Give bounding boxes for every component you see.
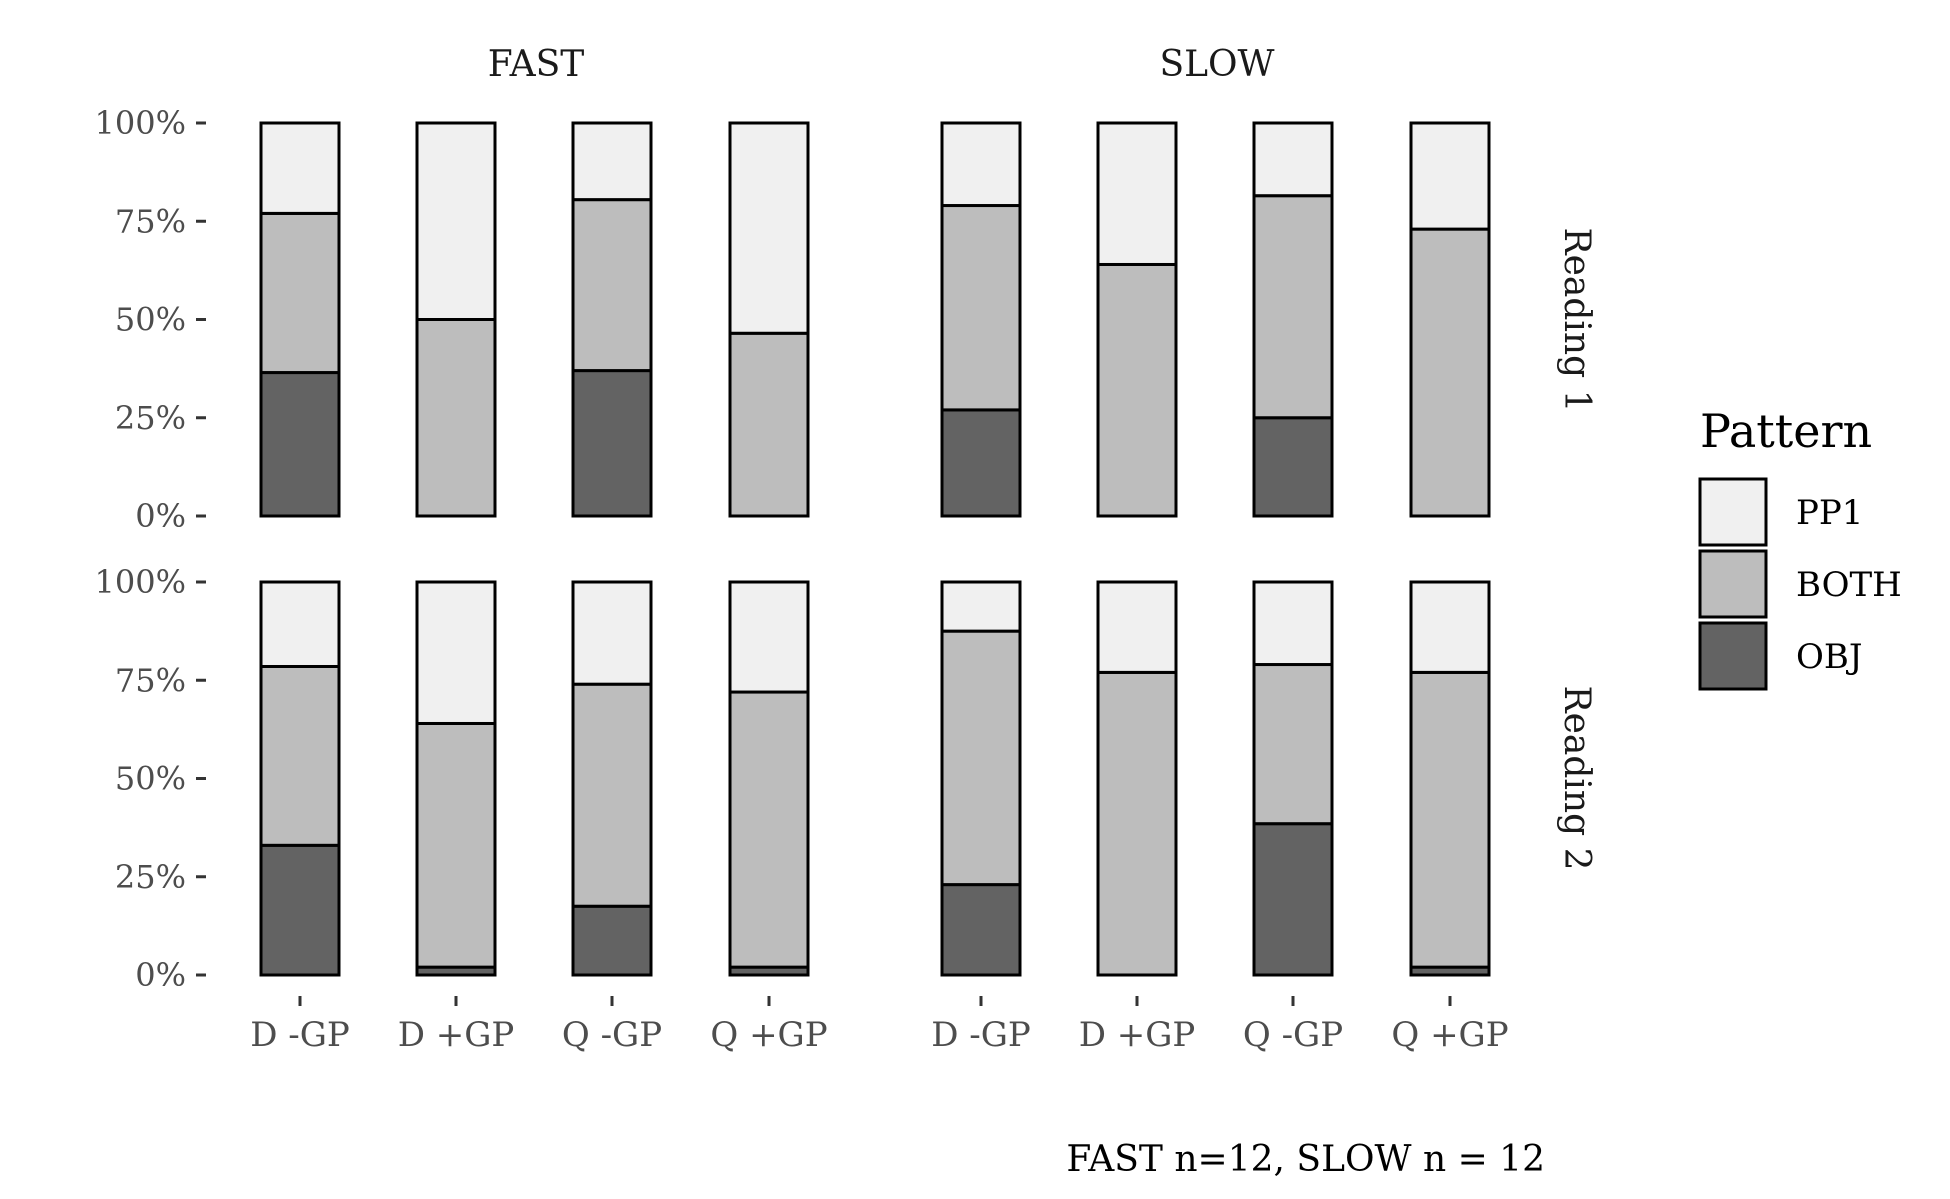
- bar-fast-reading-2-d-gp-both: [415, 721, 497, 969]
- bar-fast-reading-1-q-gp-obj: [571, 369, 653, 518]
- legend-key-both: [1698, 549, 1768, 619]
- bar-fast-reading-2-q-gp-pp1: [571, 580, 653, 686]
- bar-slow-reading-1-d-gp-pp1: [940, 121, 1022, 208]
- bar-slow-reading-2-q-gp-pp1: [1409, 580, 1491, 674]
- bar-fast-reading-1-q-gp-pp1: [728, 121, 810, 335]
- bar-fast-reading-2-q-gp-both: [728, 690, 810, 969]
- y-tick-label: 75%: [115, 202, 186, 240]
- x-tick-label: Q -GP: [562, 1015, 662, 1055]
- chart-caption: FAST n=12, SLOW n = 12: [1066, 1139, 1545, 1180]
- y-tick-label: 75%: [115, 661, 186, 699]
- bar-fast-reading-2-q-gp-both: [571, 682, 653, 908]
- bar-fast-reading-1-d-gp-both: [415, 318, 497, 518]
- bar-fast-reading-2-d-gp-pp1: [259, 580, 341, 668]
- bar-slow-reading-2-d-gp-pp1: [1096, 580, 1178, 674]
- x-tick-label: D -GP: [250, 1015, 350, 1055]
- x-tick-label: D +GP: [1079, 1015, 1196, 1055]
- bar-fast-reading-1-q-gp-both: [728, 331, 810, 518]
- bar-slow-reading-1-q-gp-both: [1252, 194, 1334, 420]
- bar-slow-reading-1-d-gp-obj: [940, 408, 1022, 518]
- bar-slow-reading-2-q-gp-pp1: [1252, 580, 1334, 667]
- bar-slow-reading-1-q-gp-pp1: [1409, 121, 1491, 231]
- y-tick-label: 50%: [115, 301, 186, 339]
- facet-column-title-fast: FAST: [488, 44, 585, 85]
- y-tick-label: 25%: [115, 858, 186, 896]
- bar-fast-reading-1-d-gp-both: [259, 211, 341, 375]
- bar-slow-reading-1-d-gp-both: [940, 204, 1022, 412]
- bar-slow-reading-1-d-gp-both: [1096, 262, 1178, 518]
- bars: [259, 121, 1491, 977]
- bar-fast-reading-1-d-gp-obj: [259, 371, 341, 518]
- bar-fast-reading-1-q-gp-both: [571, 198, 653, 373]
- bar-slow-reading-2-d-gp-obj: [940, 883, 1022, 977]
- y-tick-label: 100%: [95, 104, 186, 142]
- y-tick-label: 100%: [95, 563, 186, 601]
- legend-key-obj: [1698, 621, 1768, 691]
- facet-column-title-slow: SLOW: [1159, 44, 1274, 85]
- x-tick-label: Q +GP: [710, 1015, 827, 1055]
- bar-fast-reading-2-q-gp-pp1: [728, 580, 810, 694]
- bar-fast-reading-2-d-gp-obj: [259, 843, 341, 977]
- legend-key-pp1: [1698, 477, 1768, 547]
- bar-fast-reading-1-d-gp-pp1: [259, 121, 341, 215]
- y-axes: 0% 25% 50% 75% 100% 0% 25% 50% 75% 100%: [95, 104, 206, 994]
- bar-slow-reading-2-d-gp-both: [940, 629, 1022, 887]
- bar-slow-reading-1-q-gp-obj: [1252, 416, 1334, 518]
- bar-fast-reading-2-q-gp-obj: [571, 904, 653, 977]
- x-tick-label: D -GP: [931, 1015, 1031, 1055]
- bar-slow-reading-2-q-gp-obj: [1252, 822, 1334, 977]
- x-tick-label: Q -GP: [1243, 1015, 1343, 1055]
- legend-label-obj: OBJ: [1796, 637, 1863, 677]
- x-axes: D -GP D +GP Q -GP Q +GP D -GP D +GP Q -GP Q +GP: [250, 996, 1509, 1055]
- y-tick-label: 0%: [135, 956, 186, 994]
- bar-slow-reading-1-d-gp-pp1: [1096, 121, 1178, 266]
- facet-row-title-reading-2: Reading 2: [1556, 685, 1597, 870]
- bar-fast-reading-2-d-gp-pp1: [415, 580, 497, 725]
- facet-titles: FAST SLOW Reading 1 Reading 2: [488, 44, 1597, 871]
- x-tick-label: Q +GP: [1391, 1015, 1508, 1055]
- bar-fast-reading-1-q-gp-pp1: [571, 121, 653, 202]
- bar-slow-reading-2-d-gp-both: [1096, 670, 1178, 977]
- bar-fast-reading-2-d-gp-both: [259, 664, 341, 847]
- legend-title: Pattern: [1700, 404, 1872, 458]
- y-tick-label: 50%: [115, 760, 186, 798]
- y-tick-label: 0%: [135, 497, 186, 535]
- facet-row-title-reading-1: Reading 1: [1556, 227, 1597, 412]
- bar-slow-reading-2-q-gp-both: [1252, 663, 1334, 826]
- bar-fast-reading-1-d-gp-pp1: [415, 121, 497, 321]
- bar-slow-reading-2-q-gp-both: [1409, 670, 1491, 969]
- bar-slow-reading-1-q-gp-pp1: [1252, 121, 1334, 198]
- legend: Pattern PP1 BOTH OBJ: [1698, 404, 1902, 691]
- legend-label-both: BOTH: [1796, 565, 1902, 605]
- x-tick-label: D +GP: [398, 1015, 515, 1055]
- legend-label-pp1: PP1: [1796, 493, 1863, 533]
- bar-slow-reading-2-d-gp-pp1: [940, 580, 1022, 633]
- y-tick-label: 25%: [115, 399, 186, 437]
- bar-slow-reading-1-q-gp-both: [1409, 227, 1491, 518]
